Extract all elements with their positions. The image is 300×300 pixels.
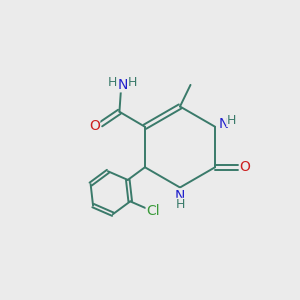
- Text: N: N: [175, 189, 185, 203]
- Text: H: H: [175, 198, 185, 212]
- Text: H: H: [227, 114, 236, 127]
- Text: H: H: [108, 76, 117, 89]
- Text: N: N: [219, 117, 229, 131]
- Text: O: O: [240, 160, 250, 174]
- Text: N: N: [117, 78, 128, 92]
- Text: H: H: [128, 76, 137, 89]
- Text: O: O: [89, 119, 100, 133]
- Text: Cl: Cl: [146, 204, 160, 218]
